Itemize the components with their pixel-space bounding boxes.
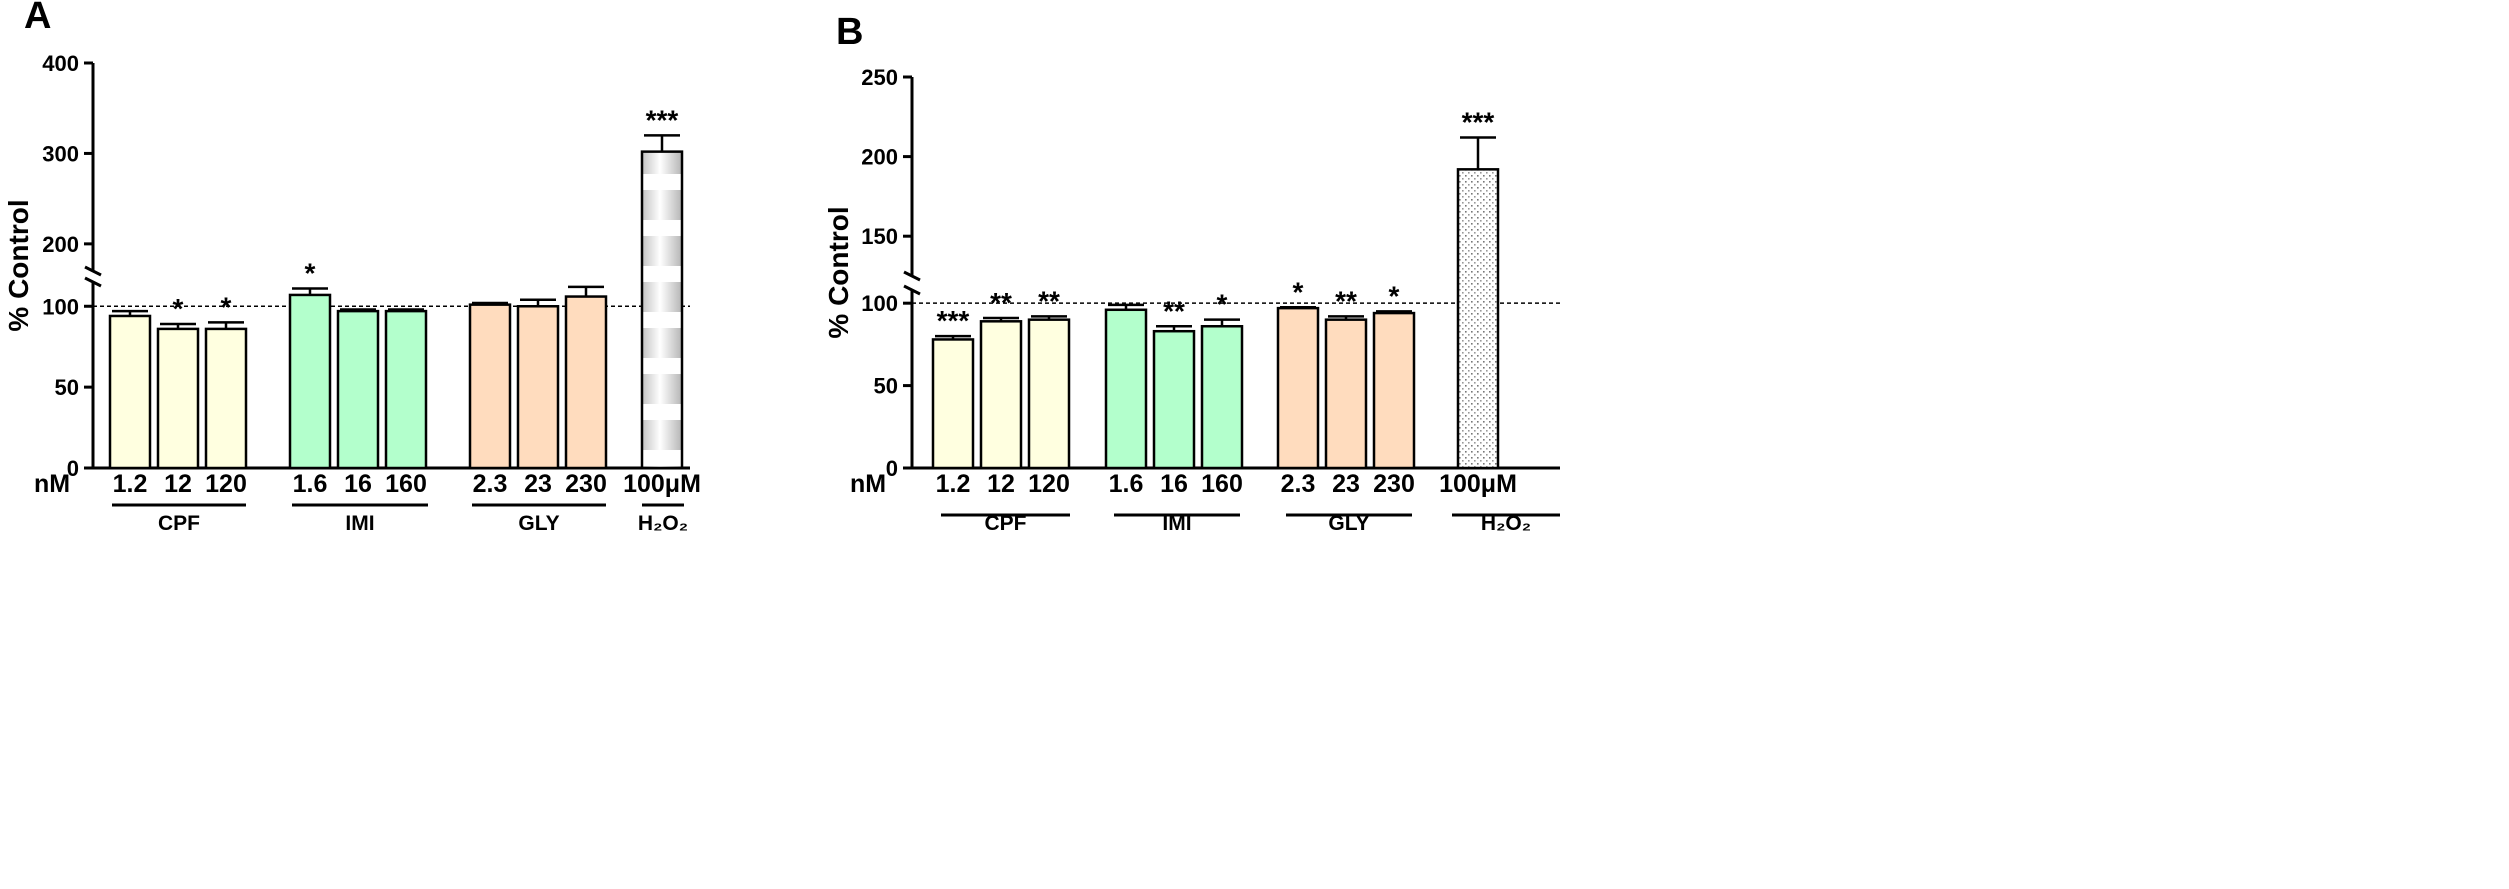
y-tick-label: 300 xyxy=(42,141,79,166)
bar xyxy=(468,303,512,470)
bar xyxy=(1027,318,1071,470)
bar xyxy=(156,327,200,470)
x-tick-label: 23 xyxy=(524,470,552,498)
axis-break-mark xyxy=(84,265,102,277)
y-tick-label: 100 xyxy=(42,294,79,319)
group-label: CPF xyxy=(985,512,1027,535)
bar xyxy=(204,327,248,470)
significance-label: *** xyxy=(646,104,679,135)
group-label: H₂O₂ xyxy=(1481,512,1531,535)
bar xyxy=(516,305,560,470)
x-unit-label: nM xyxy=(850,470,886,498)
x-tick-label: 230 xyxy=(1373,470,1415,498)
significance-label: * xyxy=(1293,276,1304,307)
significance-label: *** xyxy=(1462,106,1495,137)
y-tick-label: 0 xyxy=(67,456,79,481)
bar xyxy=(1276,306,1320,470)
x-tick-label: 2.3 xyxy=(473,470,508,498)
bar xyxy=(1372,311,1416,470)
y-tick-label: 100 xyxy=(861,291,898,316)
group-label: IMI xyxy=(1162,512,1191,535)
axis-break-mark xyxy=(903,270,921,282)
x-tick-label: 2.3 xyxy=(1281,470,1316,498)
bar xyxy=(336,309,380,470)
x-tick-label: 1.6 xyxy=(293,470,328,498)
group-label: CPF xyxy=(158,512,200,535)
bar xyxy=(1456,168,1500,470)
y-tick-label: 200 xyxy=(861,145,898,170)
group-label: GLY xyxy=(1328,512,1369,535)
bar xyxy=(384,309,428,470)
group-label: H₂O₂ xyxy=(638,512,688,535)
y-tick-label: 0 xyxy=(886,456,898,481)
x-unit-label: nM xyxy=(34,470,70,498)
significance-label: * xyxy=(305,257,316,288)
bar xyxy=(1324,318,1368,470)
x-tick-label: 12 xyxy=(164,470,192,498)
axis-break-mark xyxy=(903,284,921,296)
significance-label: ** xyxy=(1038,285,1060,316)
bar xyxy=(564,295,608,470)
x-tick-label: 100μM xyxy=(623,470,701,498)
y-axis-label: % Control xyxy=(3,199,34,331)
bar xyxy=(931,338,975,470)
bar xyxy=(1152,329,1196,470)
significance-label: *** xyxy=(937,305,970,336)
x-tick-label: 12 xyxy=(987,470,1015,498)
panel-label: A xyxy=(24,0,51,37)
significance-label: * xyxy=(173,293,184,324)
significance-label: * xyxy=(1217,289,1228,320)
significance-label: * xyxy=(1389,280,1400,311)
significance-label: ** xyxy=(990,287,1012,318)
bar xyxy=(1104,308,1148,470)
group-label: GLY xyxy=(518,512,559,535)
y-tick-label: 50 xyxy=(55,375,79,400)
x-tick-label: 1.6 xyxy=(1109,470,1144,498)
significance-label: ** xyxy=(1163,295,1185,326)
x-tick-label: 100μM xyxy=(1439,470,1517,498)
group-label: IMI xyxy=(345,512,374,535)
axis-break-mark xyxy=(84,276,102,288)
y-tick-label: 400 xyxy=(42,51,79,76)
significance-label: * xyxy=(221,291,232,322)
bar xyxy=(640,150,684,470)
x-tick-label: 1.2 xyxy=(936,470,971,498)
x-tick-label: 160 xyxy=(385,470,427,498)
bar xyxy=(108,314,152,470)
y-tick-label: 150 xyxy=(861,224,898,249)
x-tick-label: 120 xyxy=(205,470,247,498)
y-axis-label: % Control xyxy=(823,206,854,338)
x-tick-label: 16 xyxy=(1160,470,1188,498)
x-tick-label: 160 xyxy=(1201,470,1243,498)
bar xyxy=(1200,325,1244,470)
significance-label: ** xyxy=(1335,285,1357,316)
x-tick-label: 16 xyxy=(344,470,372,498)
bar xyxy=(979,320,1023,470)
bar xyxy=(288,293,332,470)
y-tick-label: 250 xyxy=(861,65,898,90)
x-tick-label: 230 xyxy=(565,470,607,498)
panel-label: B xyxy=(836,11,863,53)
y-tick-label: 50 xyxy=(874,374,898,399)
x-tick-label: 120 xyxy=(1028,470,1070,498)
x-tick-label: 23 xyxy=(1332,470,1360,498)
x-tick-label: 1.2 xyxy=(113,470,148,498)
y-tick-label: 200 xyxy=(42,232,79,257)
panel-a: A 0 50 100 200 300 400 % Control 1.2 * 12 * 120 * 1.6 1… xyxy=(3,0,701,535)
